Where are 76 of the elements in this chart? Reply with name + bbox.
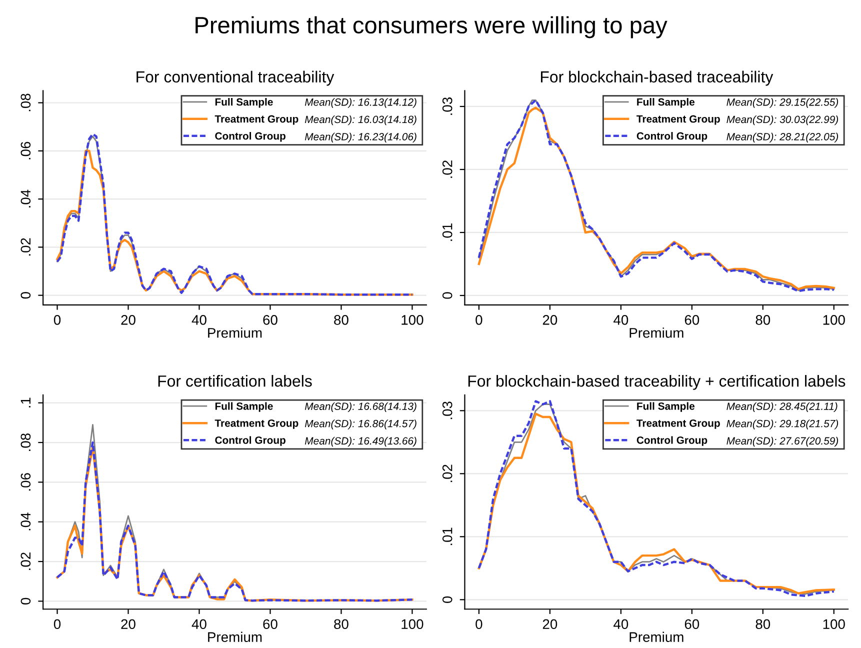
legend-label: Treatment Group bbox=[214, 115, 298, 125]
x-tick-label: 100 bbox=[823, 619, 845, 630]
x-tick-label: 80 bbox=[334, 619, 348, 630]
y-tick-label: .03 bbox=[442, 402, 452, 420]
x-tick-label: 20 bbox=[542, 315, 558, 325]
chart-title: For conventional traceability bbox=[136, 70, 334, 86]
y-tick-label: .01 bbox=[442, 224, 452, 241]
x-tick-label: 60 bbox=[684, 315, 700, 325]
annotation: Mean(SD): 27.67(20.59) bbox=[726, 436, 838, 447]
y-tick-label: .03 bbox=[442, 97, 452, 115]
x-tick-label: 40 bbox=[192, 315, 206, 325]
x-tick-label: 60 bbox=[684, 619, 700, 630]
annotation: Mean(SD): 16.49(13.66) bbox=[304, 436, 416, 447]
x-tick-label: 40 bbox=[192, 619, 206, 630]
y-tick-label: .02 bbox=[442, 464, 452, 482]
x-tick-label: 0 bbox=[476, 619, 482, 630]
x-tick-label: 0 bbox=[476, 315, 482, 325]
x-tick-label: 20 bbox=[542, 619, 558, 630]
y-tick-label: 0 bbox=[20, 292, 31, 299]
annotation: Mean(SD): 29.18(21.57) bbox=[726, 420, 838, 430]
annotation: Mean(SD): 29.15(22.55) bbox=[726, 98, 838, 108]
y-tick-label: .1 bbox=[20, 398, 30, 408]
y-tick-label: .02 bbox=[20, 238, 31, 256]
x-tick-label: 80 bbox=[334, 315, 348, 325]
legend-label: Full Sample bbox=[637, 98, 695, 108]
y-tick-label: .04 bbox=[20, 512, 31, 530]
legend-label: Treatment Group bbox=[636, 115, 720, 125]
y-tick-label: 0 bbox=[20, 598, 31, 605]
y-tick-label: .02 bbox=[442, 160, 452, 178]
x-tick-label: 60 bbox=[263, 315, 278, 325]
y-tick-label: .02 bbox=[20, 552, 31, 570]
x-tick-label: 40 bbox=[614, 315, 628, 325]
x-tick-label: 40 bbox=[614, 619, 628, 630]
chart-title: For blockchain-based traceability bbox=[540, 70, 774, 86]
y-tick-label: .01 bbox=[442, 528, 452, 546]
legend-label: Control Group bbox=[636, 132, 708, 142]
x-tick-label: 0 bbox=[54, 315, 61, 325]
annotation: Mean(SD): 30.03(22.99) bbox=[726, 115, 838, 126]
chart-title: For blockchain-based traceability + certification labels bbox=[468, 374, 846, 390]
legend-label: Treatment Group bbox=[636, 419, 720, 429]
y-tick-label: 0 bbox=[442, 292, 452, 299]
x-axis-title: Premium bbox=[630, 632, 684, 642]
x-tick-label: 80 bbox=[756, 315, 770, 325]
x-tick-label: 100 bbox=[823, 315, 845, 325]
annotation: Mean(SD): 16.13(14.12) bbox=[304, 98, 416, 108]
x-axis-title: Premium bbox=[208, 328, 262, 338]
x-tick-label: 100 bbox=[402, 315, 424, 325]
legend-label: Full Sample bbox=[215, 402, 273, 412]
x-axis-title: Premium bbox=[630, 328, 684, 338]
legend-label: Full Sample bbox=[637, 402, 695, 412]
x-tick-label: 0 bbox=[54, 619, 61, 630]
legend-label: Control Group bbox=[215, 436, 286, 446]
annotation: Mean(SD): 16.68(14.13) bbox=[304, 402, 416, 412]
legend-label: Control Group bbox=[215, 132, 286, 142]
y-tick-label: .06 bbox=[20, 473, 31, 491]
x-tick-label: 80 bbox=[756, 619, 770, 630]
x-tick-label: 100 bbox=[402, 619, 424, 630]
annotation: Mean(SD): 16.03(14.18) bbox=[304, 115, 416, 126]
annotation: Mean(SD): 28.45(21.11) bbox=[726, 402, 838, 412]
x-tick-label: 60 bbox=[263, 619, 278, 630]
chart-title: For certification labels bbox=[158, 374, 312, 387]
annotation: Mean(SD): 16.23(14.06) bbox=[304, 132, 416, 142]
legend-label: Full Sample bbox=[215, 98, 273, 108]
annotation: Mean(SD): 28.21(22.05) bbox=[726, 132, 838, 142]
x-tick-label: 20 bbox=[121, 619, 136, 630]
y-tick-label: .06 bbox=[20, 142, 31, 160]
y-tick-label: .08 bbox=[20, 433, 31, 451]
x-tick-label: 20 bbox=[121, 315, 136, 325]
y-tick-label: .04 bbox=[20, 190, 31, 208]
y-tick-label: 0 bbox=[442, 596, 452, 603]
y-tick-label: .08 bbox=[20, 94, 31, 112]
legend-label: Control Group bbox=[636, 436, 708, 446]
text: Premiums that consumers were willing to pay bbox=[196, 16, 668, 38]
legend-label: Treatment Group bbox=[214, 419, 298, 429]
x-axis-title: Premium bbox=[208, 632, 262, 642]
annotation: Mean(SD): 16.86(14.57) bbox=[304, 420, 416, 430]
